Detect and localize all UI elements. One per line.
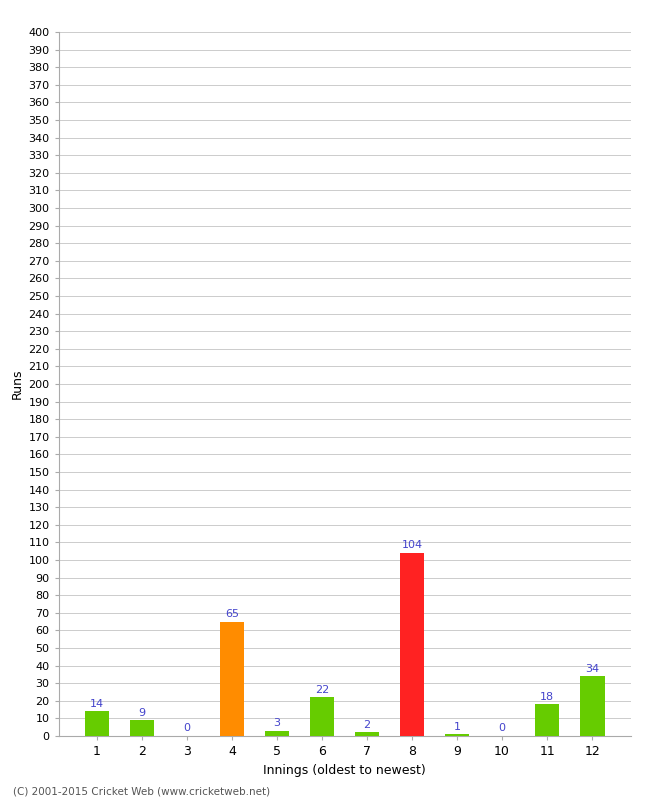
Text: 65: 65: [225, 609, 239, 619]
Bar: [535, 704, 560, 736]
Text: 0: 0: [183, 723, 190, 734]
Y-axis label: Runs: Runs: [11, 369, 24, 399]
Bar: [84, 711, 109, 736]
Text: 9: 9: [138, 707, 146, 718]
Text: 18: 18: [540, 692, 554, 702]
Text: 14: 14: [90, 698, 104, 709]
Text: 3: 3: [274, 718, 280, 728]
Bar: [129, 720, 154, 736]
Text: (C) 2001-2015 Cricket Web (www.cricketweb.net): (C) 2001-2015 Cricket Web (www.cricketwe…: [13, 786, 270, 796]
Bar: [220, 622, 244, 736]
Bar: [445, 734, 469, 736]
Text: 2: 2: [363, 720, 370, 730]
Text: 0: 0: [499, 723, 506, 734]
Text: 22: 22: [315, 685, 329, 694]
Bar: [265, 730, 289, 736]
Bar: [309, 698, 334, 736]
X-axis label: Innings (oldest to newest): Innings (oldest to newest): [263, 763, 426, 777]
Text: 34: 34: [585, 663, 599, 674]
Bar: [355, 733, 380, 736]
Text: 1: 1: [454, 722, 461, 731]
Bar: [580, 676, 604, 736]
Bar: [400, 553, 424, 736]
Text: 104: 104: [402, 540, 422, 550]
